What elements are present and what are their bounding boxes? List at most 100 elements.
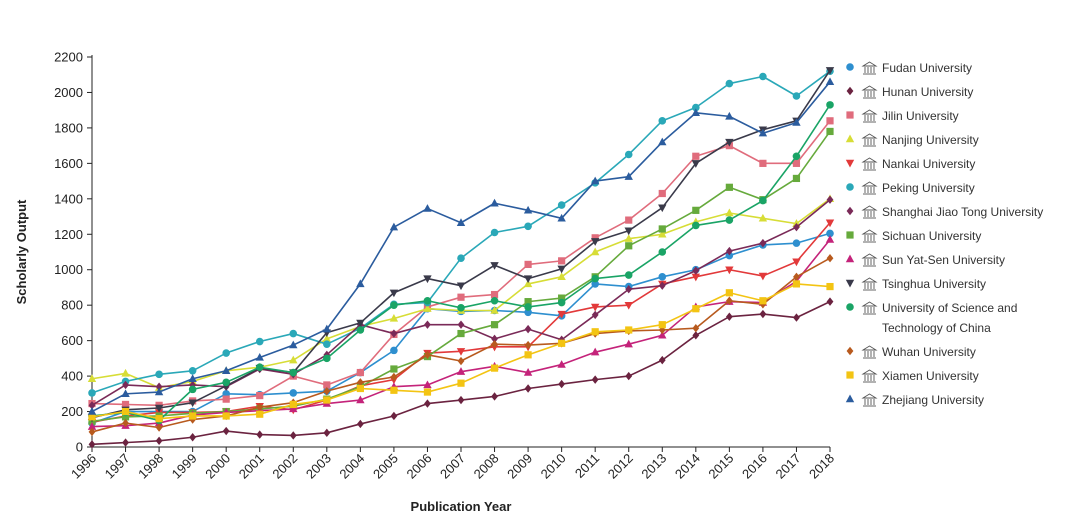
data-point: [456, 218, 466, 226]
legend-marker: [846, 86, 854, 96]
university-building-icon: [861, 85, 878, 99]
data-point: [759, 72, 767, 81]
data-point: [155, 436, 163, 445]
data-point: [625, 285, 633, 294]
data-point: [591, 328, 599, 336]
data-point: [624, 172, 633, 180]
university-building-icon: [861, 369, 878, 383]
data-point: [491, 334, 498, 344]
data-point: [692, 221, 700, 230]
data-point: [759, 309, 767, 319]
data-point: [490, 364, 499, 372]
data-point: [389, 222, 399, 231]
university-building-icon: [861, 301, 878, 315]
chart-axes: [91, 55, 830, 448]
data-point: [424, 320, 431, 329]
legend-item: Nankai University: [845, 157, 975, 171]
data-point: [88, 389, 96, 397]
y-tick-label: 2000: [54, 85, 83, 100]
data-point: [524, 222, 532, 231]
legend-item: Nanjing University: [845, 133, 979, 147]
x-tick-label: 1998: [135, 451, 166, 482]
data-point: [457, 254, 465, 263]
data-point: [524, 340, 532, 350]
data-point: [356, 368, 364, 377]
data-point: [658, 321, 666, 329]
data-point: [189, 433, 197, 442]
data-point: [692, 324, 700, 333]
data-point: [456, 282, 466, 291]
data-point: [524, 384, 532, 393]
data-point: [658, 189, 666, 198]
y-tick-label: 800: [61, 298, 83, 313]
data-point: [323, 396, 331, 404]
y-axis-title: Scholarly Output: [14, 199, 29, 304]
legend-label: University of Science and: [882, 301, 1017, 315]
university-building-icon: [861, 61, 878, 75]
data-point: [826, 282, 834, 291]
data-point: [188, 374, 197, 382]
legend-marker: [846, 183, 854, 191]
data-point: [692, 206, 700, 214]
data-point: [524, 308, 532, 317]
data-point: [825, 77, 835, 86]
x-tick-label: 2000: [202, 451, 233, 482]
data-point: [758, 213, 768, 222]
data-point: [424, 399, 431, 408]
data-point: [825, 235, 835, 243]
data-point: [658, 137, 667, 146]
data-point: [725, 312, 733, 321]
data-point: [825, 67, 835, 75]
legend-label: Xiamen University: [882, 369, 979, 383]
data-point: [457, 379, 465, 387]
data-point: [222, 426, 230, 436]
data-point: [558, 294, 566, 302]
data-point: [658, 281, 666, 290]
data-point: [122, 418, 129, 428]
y-tick-label: 1600: [54, 156, 83, 171]
legend-marker: [845, 394, 855, 403]
data-point: [87, 422, 97, 430]
data-point: [456, 348, 466, 356]
data-point: [423, 304, 432, 312]
data-point: [256, 402, 264, 412]
data-point: [490, 296, 499, 305]
data-point: [826, 229, 834, 238]
data-point: [725, 266, 734, 275]
data-point: [222, 349, 230, 357]
university-building-icon: [861, 345, 878, 359]
data-point: [658, 225, 666, 233]
data-point: [591, 310, 599, 320]
data-point: [523, 205, 533, 214]
data-point: [457, 293, 465, 301]
data-point: [826, 117, 834, 125]
university-building-icon: [861, 253, 878, 267]
x-tick-label: 2015: [705, 451, 736, 482]
data-point: [423, 204, 432, 212]
legend-label: Nankai University: [882, 157, 975, 171]
data-point: [524, 260, 532, 269]
data-point: [557, 360, 566, 368]
legend-marker: [846, 231, 854, 239]
data-point: [356, 395, 365, 404]
legend-marker: [845, 134, 855, 143]
legend-marker: [846, 111, 854, 119]
data-point: [121, 413, 130, 421]
data-point: [792, 239, 801, 247]
data-point: [389, 313, 399, 322]
legend-marker: [846, 303, 854, 311]
chart-ticks: 0 200 400 600 800 1000 1200 1400 1600 1800 2000 220…: [54, 50, 837, 482]
data-point: [423, 380, 432, 389]
data-point: [658, 355, 666, 365]
data-point: [222, 395, 230, 403]
legend-label: Wuhan University: [882, 345, 976, 359]
series-14: [87, 77, 835, 415]
data-point: [256, 410, 264, 418]
series-6: [88, 67, 834, 397]
data-point: [759, 297, 767, 305]
data-point: [759, 159, 767, 167]
x-tick-label: 2001: [236, 451, 267, 482]
data-point: [793, 222, 800, 232]
legend-item: Tsinghua University: [845, 277, 986, 291]
legend-item: Hunan University: [846, 85, 973, 99]
